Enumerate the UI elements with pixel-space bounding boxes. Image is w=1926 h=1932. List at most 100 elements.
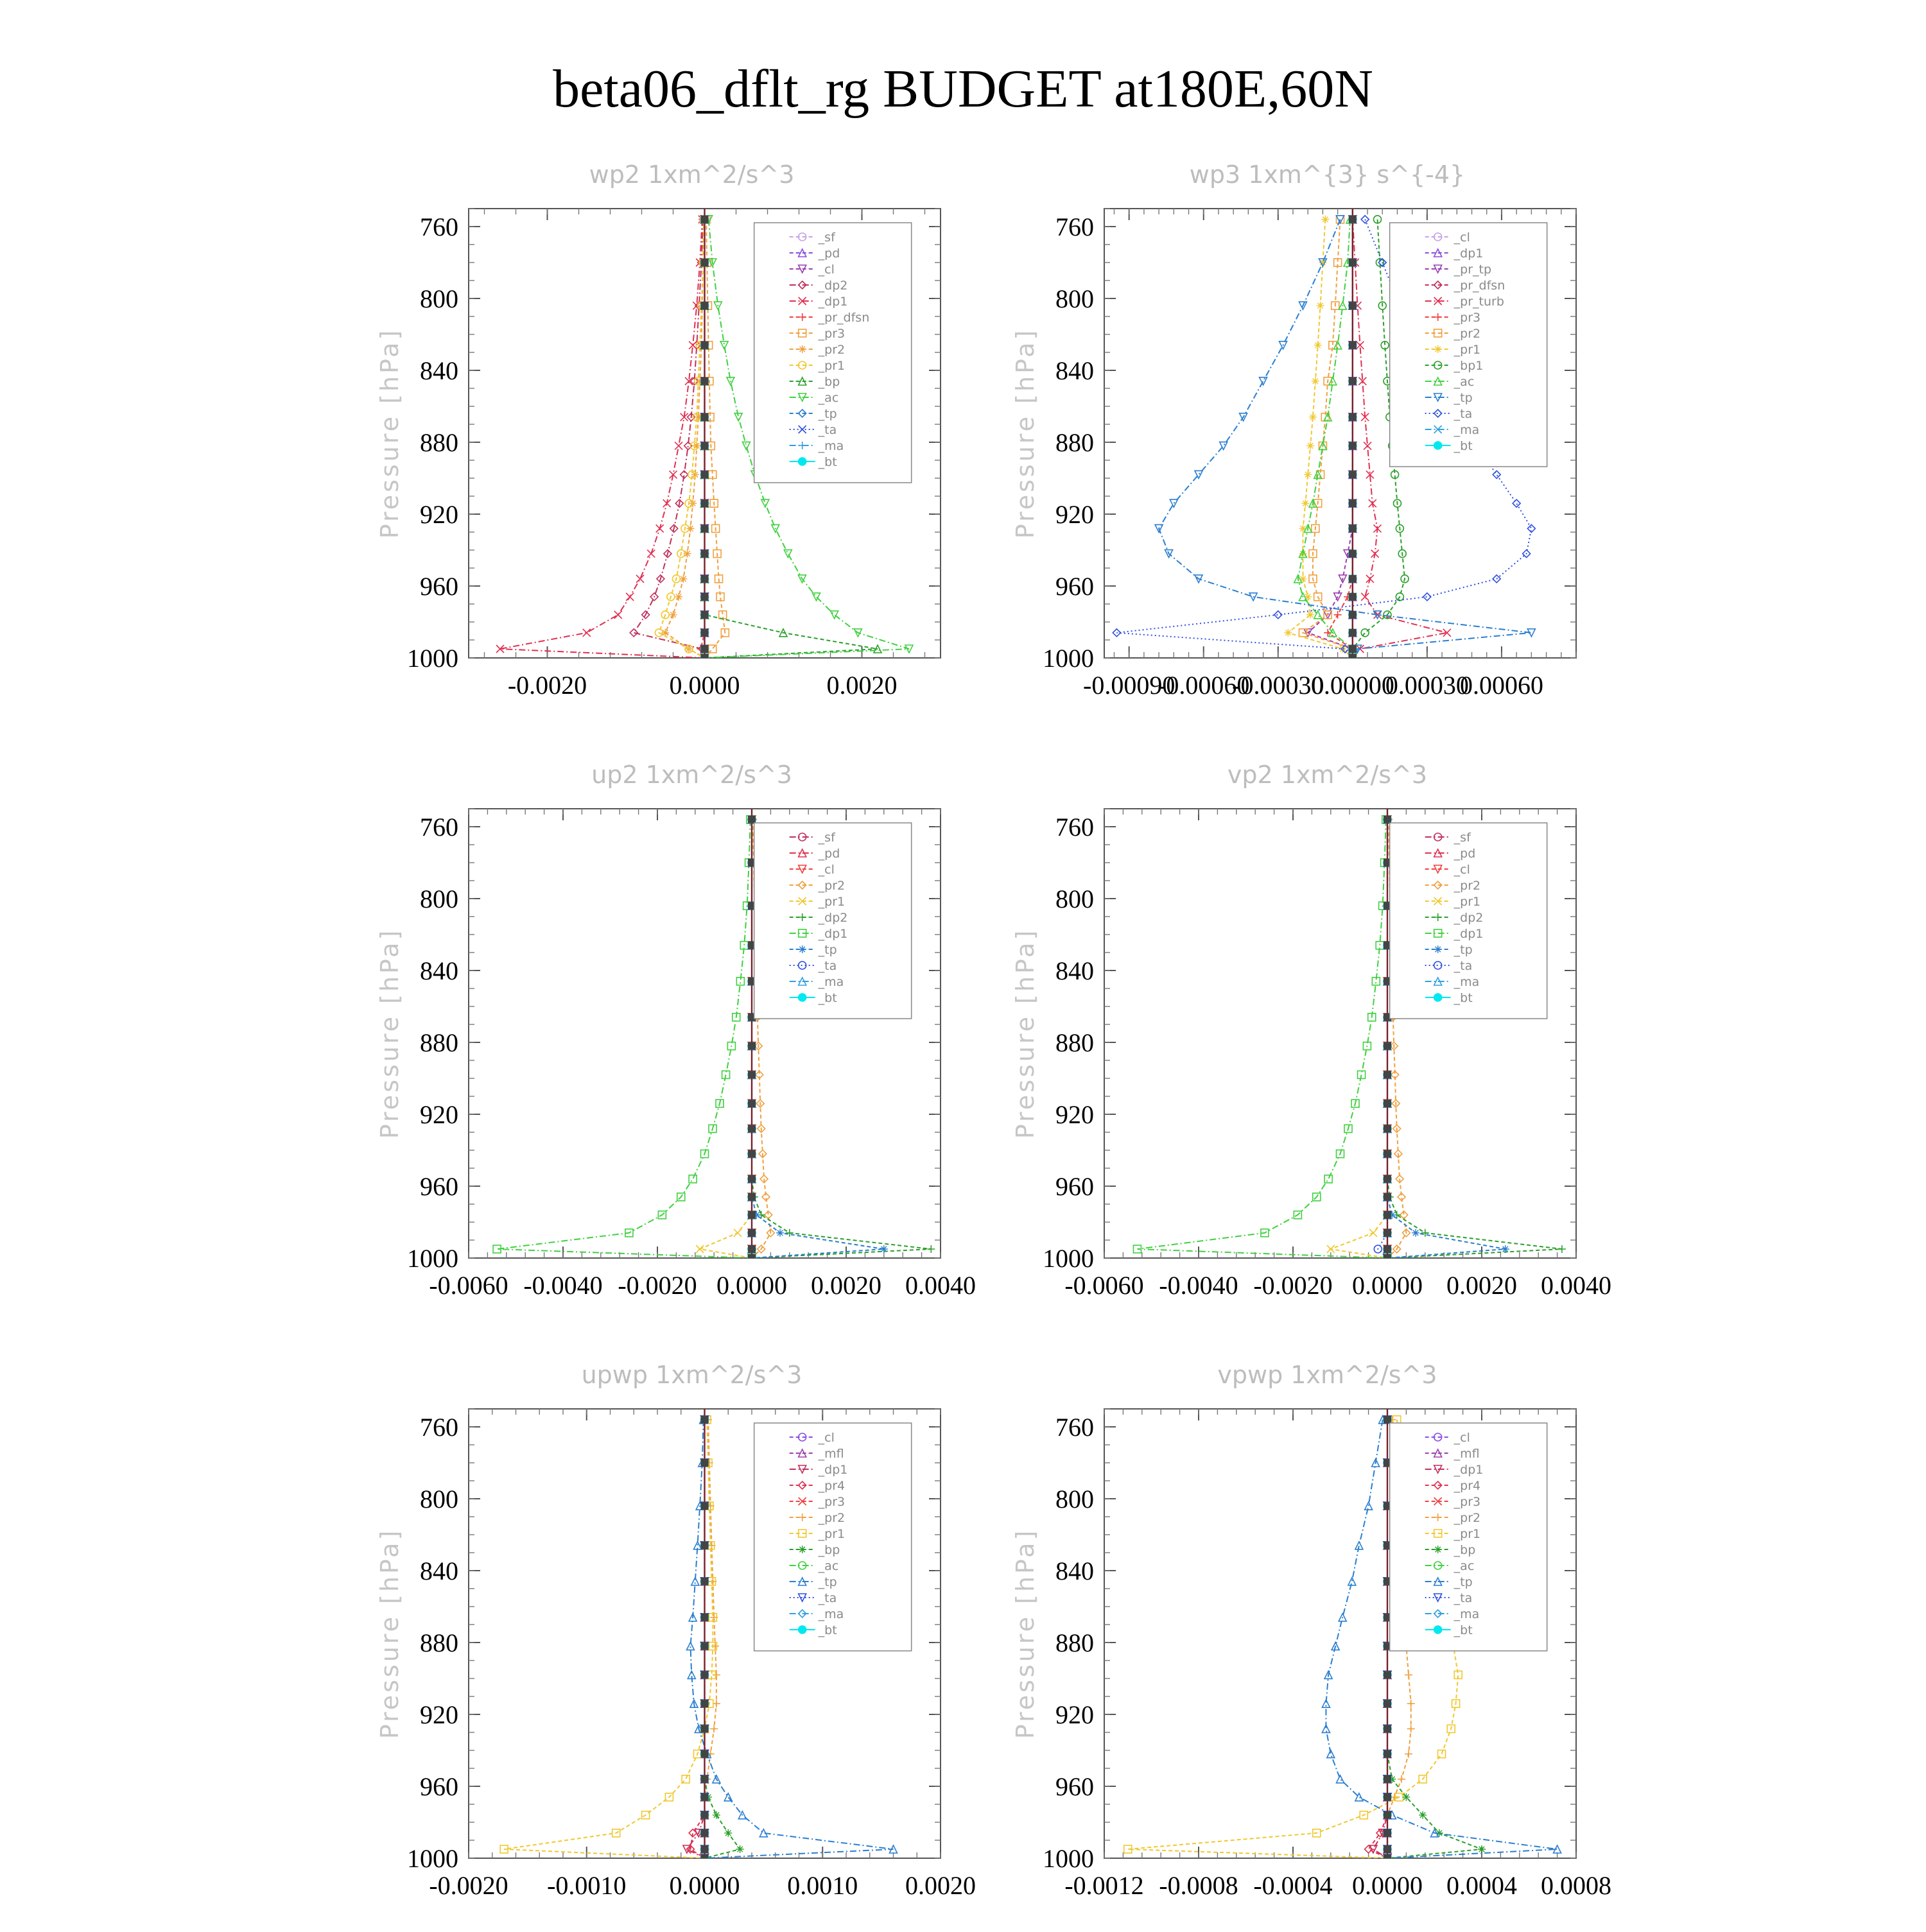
legend-item: _pr3 [789, 1495, 845, 1509]
legend-label: _ma [818, 975, 844, 989]
zero-marker [700, 499, 709, 508]
panel-wp2: wp2 1xm^2/s^3 Pressure [hPa] 760 800 840 880 9… [340, 154, 982, 732]
zero-marker [1384, 815, 1391, 824]
x-tick-label: 0.0040 [905, 1271, 976, 1300]
legend-label: _pr4 [818, 1479, 845, 1493]
legend-label: _dp1 [818, 927, 848, 941]
data-point [1323, 1669, 1333, 1680]
data-point [1359, 1810, 1369, 1820]
legend-marker [1433, 1561, 1443, 1570]
legend-label: _pr2 [818, 879, 845, 893]
data-point [1333, 592, 1342, 602]
zero-marker [700, 377, 709, 385]
data-point [1354, 1540, 1364, 1550]
data-point [1312, 1192, 1321, 1202]
legend-label: _cl [818, 863, 835, 877]
legend-marker [1434, 297, 1443, 306]
legend-marker [1433, 976, 1443, 986]
data-point [1351, 1099, 1360, 1108]
data-point [684, 644, 693, 653]
plot-area [492, 809, 935, 1258]
legend-item: _pr_dfsn [789, 311, 869, 325]
legend-label: _pr2 [1453, 879, 1480, 893]
legend-marker [798, 442, 806, 449]
zero-marker [1384, 1750, 1391, 1758]
data-point [785, 1229, 794, 1237]
series-line [1351, 219, 1406, 658]
legend-marker [1433, 408, 1443, 418]
series-pr1 [695, 815, 756, 1258]
legend-item: _bt [789, 991, 837, 1005]
data-point [582, 628, 591, 637]
legend-label: _ma [1453, 423, 1480, 437]
legend-label: _pr_tp [1453, 263, 1491, 277]
legend-label: _pd [818, 847, 840, 861]
legend-item: _ta [789, 423, 837, 437]
legend-label: _pd [1453, 847, 1476, 861]
legend-label: _pr2 [818, 343, 845, 357]
legend-label: _tp [1453, 1575, 1473, 1589]
data-point [672, 574, 681, 583]
chart-svg: wp3 1xm^{3} s^{-4} Pressure [hPa] 760 800 84… [1011, 160, 1577, 700]
data-point [1501, 1245, 1509, 1253]
data-point [1260, 1228, 1269, 1238]
data-point [1326, 1245, 1335, 1254]
data-point [1333, 340, 1342, 350]
y-tick-label: 960 [1055, 1172, 1094, 1201]
legend: _sf _pd _cl _pr2 _pr1 _dp2 _dp1 _tp _ta _ma _bt [753, 822, 912, 1019]
zero-marker [1384, 1829, 1391, 1837]
series-pr1 [1326, 815, 1392, 1258]
data-point [1367, 1012, 1376, 1022]
y-tick-label: 880 [1055, 428, 1094, 457]
data-point [1388, 1211, 1396, 1219]
series-pr1 [499, 1415, 718, 1858]
zero-marker [700, 574, 709, 583]
data-point [1258, 376, 1268, 386]
data-point [1557, 1245, 1566, 1253]
zero-marker [1348, 470, 1357, 479]
legend-item: _ma [789, 975, 844, 989]
data-point [1368, 1845, 1378, 1854]
data-point [760, 499, 770, 508]
x-tick-label: -0.0004 [1253, 1871, 1332, 1900]
data-point [1328, 628, 1338, 637]
x-tick-label: 0.00000 [1311, 671, 1394, 700]
chart-svg: up2 1xm^2/s^3 Pressure [hPa] 760 800 840 880 9… [376, 761, 976, 1300]
zero-marker [748, 815, 756, 824]
y-tick-label: 840 [420, 956, 458, 985]
legend-label: _pd [818, 246, 840, 261]
legend-marker [797, 1433, 807, 1442]
legend-item: _cl [1425, 1431, 1470, 1445]
legend-label: _mfl [1453, 1447, 1480, 1461]
x-tick-label: -0.0040 [523, 1271, 602, 1300]
data-point [676, 549, 686, 558]
x-tick-label: 0.0020 [827, 671, 898, 700]
series-line [1372, 1419, 1388, 1858]
panel-title: wp3 1xm^{3} s^{-4} [1190, 160, 1465, 189]
legend-item: _bt [789, 1623, 837, 1637]
zero-marker [1384, 1671, 1391, 1679]
data-point [492, 1245, 501, 1254]
legend-item: _dp2 [789, 911, 847, 925]
legend-marker [1433, 361, 1443, 370]
legend: _cl _mfl _dp1 _pr4 _pr3 _pr2 _pr1 _bp _ac _tp _ta _… [753, 1422, 912, 1652]
data-point [1492, 574, 1502, 583]
data-point [770, 524, 781, 534]
data-point [499, 1845, 508, 1854]
x-tick-label: 0.0020 [1446, 1271, 1517, 1300]
data-point [686, 1844, 695, 1854]
legend-marker [1433, 880, 1443, 890]
data-point [766, 1228, 776, 1238]
data-point [1164, 549, 1174, 559]
series-line [1328, 819, 1388, 1258]
y-tick-label: 960 [420, 1172, 458, 1201]
zero-marker [748, 1100, 756, 1108]
zero-marker [1348, 654, 1357, 658]
legend-marker [1433, 929, 1443, 938]
legend-item: _bt [789, 455, 837, 469]
data-point [716, 592, 725, 601]
data-point [1492, 470, 1502, 479]
legend-marker [797, 1625, 807, 1634]
data-point [688, 1174, 697, 1184]
zero-marker [700, 215, 709, 223]
